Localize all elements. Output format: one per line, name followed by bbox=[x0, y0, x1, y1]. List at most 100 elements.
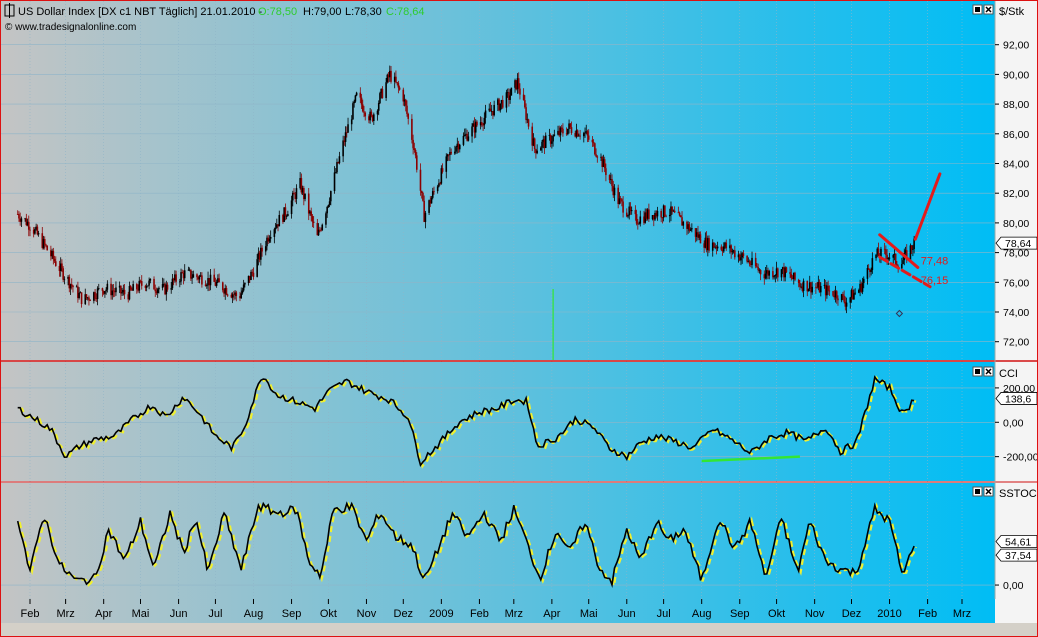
price-trendline bbox=[913, 172, 942, 241]
price-candle-body bbox=[458, 144, 461, 150]
price-candle-body bbox=[585, 131, 588, 133]
price-candle-body bbox=[605, 168, 607, 176]
price-candle-body bbox=[429, 200, 432, 204]
price-candle-body bbox=[411, 118, 413, 140]
price-candle-body bbox=[741, 253, 744, 258]
x-tick-label: Mai bbox=[580, 608, 598, 620]
price-candle-body bbox=[397, 83, 400, 88]
price-candle-body bbox=[747, 261, 750, 263]
price-candle-body bbox=[277, 224, 279, 227]
price-candle-body bbox=[608, 175, 611, 181]
price-candle-body bbox=[342, 140, 344, 157]
price-candle-body bbox=[257, 252, 260, 260]
price-candle-body bbox=[634, 210, 637, 215]
price-candle-body bbox=[86, 297, 89, 299]
price-candle-body bbox=[278, 215, 281, 227]
price-candle-body bbox=[483, 117, 486, 126]
gridlines bbox=[1, 1, 995, 599]
price-candle-body bbox=[380, 88, 382, 94]
price-candle-body bbox=[414, 149, 417, 156]
price-candle-body bbox=[26, 221, 29, 226]
price-candle-body bbox=[174, 274, 176, 281]
price-candle-body bbox=[63, 278, 66, 280]
price-candle-body bbox=[601, 156, 604, 167]
price-candle-body bbox=[307, 193, 310, 214]
price-candle-body bbox=[558, 130, 561, 136]
price-candle-body bbox=[584, 132, 586, 134]
cci-y-tick-label: 0,00 bbox=[1003, 417, 1024, 429]
price-candle-body bbox=[27, 221, 30, 230]
price-candle-body bbox=[535, 149, 537, 154]
x-tick-label: Dez bbox=[842, 608, 862, 620]
price-candle-body bbox=[398, 87, 401, 90]
price-candle-body bbox=[352, 103, 354, 120]
price-candle-body bbox=[197, 277, 200, 280]
price-candle-body bbox=[844, 301, 847, 307]
price-candle-body bbox=[101, 288, 104, 291]
price-candle-body bbox=[122, 289, 125, 293]
price-candle-body bbox=[876, 248, 879, 255]
cci-panel-controls[interactable] bbox=[972, 366, 994, 377]
price-candle-body bbox=[18, 214, 20, 219]
price-candle-body bbox=[231, 294, 234, 298]
price-candle-body bbox=[619, 198, 622, 200]
price-candle-body bbox=[519, 88, 521, 95]
price-candle-body bbox=[139, 280, 142, 282]
price-candle-body bbox=[267, 237, 270, 242]
price-trendline bbox=[878, 233, 920, 269]
price-candle-body bbox=[682, 221, 685, 226]
price-candle-body bbox=[732, 250, 735, 252]
price-candle-body bbox=[29, 229, 31, 231]
price-candle-body bbox=[506, 92, 509, 94]
price-candle-body bbox=[273, 229, 276, 237]
price-candle-body bbox=[140, 281, 143, 286]
price-candle-body bbox=[708, 238, 710, 251]
price-candle-body bbox=[654, 212, 656, 220]
cci-divergence-line bbox=[701, 455, 800, 463]
price-candle-body bbox=[214, 281, 217, 286]
price-candle-body bbox=[326, 206, 328, 214]
price-candle-body bbox=[713, 242, 715, 248]
price-candle-body bbox=[77, 286, 79, 299]
price-candle-body bbox=[441, 168, 444, 172]
price-candle-body bbox=[368, 116, 370, 121]
sstoc-last-value-k-box bbox=[995, 535, 1037, 548]
price-candle-body bbox=[670, 206, 672, 215]
price-candle-body bbox=[354, 95, 357, 102]
price-candle-body bbox=[826, 285, 828, 296]
sstoc-last-value-d-box bbox=[995, 548, 1037, 562]
price-candle-body bbox=[454, 151, 456, 154]
price-candle-body bbox=[118, 285, 121, 288]
price-panel-controls[interactable] bbox=[972, 4, 994, 15]
price-candle-body bbox=[230, 294, 233, 298]
price-candle-body bbox=[208, 278, 211, 286]
price-candle-body bbox=[489, 108, 492, 112]
cci-y-tick-label: -200,00 bbox=[1003, 452, 1037, 464]
price-candle-body bbox=[783, 267, 785, 278]
price-candle-body bbox=[797, 279, 800, 284]
price-candle-body bbox=[226, 294, 229, 296]
x-tick-label: Jun bbox=[170, 608, 188, 620]
price-candle-body bbox=[295, 188, 298, 199]
price-candle-body bbox=[37, 233, 40, 235]
price-candle-body bbox=[883, 248, 886, 250]
price-candle-body bbox=[749, 264, 752, 265]
x-tick-label: Jun bbox=[618, 608, 636, 620]
price-candle-body bbox=[350, 119, 353, 125]
price-candle-body bbox=[757, 267, 759, 271]
price-candle-body bbox=[54, 261, 57, 266]
price-candle-body bbox=[268, 238, 271, 242]
price-candle-body bbox=[582, 133, 585, 137]
price-candle-body bbox=[105, 289, 107, 292]
price-candle-body bbox=[153, 278, 155, 290]
price-candle-body bbox=[594, 143, 596, 155]
price-candle-body bbox=[129, 286, 132, 290]
price-candle-body bbox=[869, 269, 871, 272]
price-candle-body bbox=[570, 127, 573, 134]
sstoc-panel-controls[interactable] bbox=[972, 486, 994, 497]
price-candle-body bbox=[285, 216, 288, 217]
price-candle-body bbox=[767, 270, 769, 276]
x-tick-label: Mrz bbox=[953, 608, 971, 620]
price-candle-body bbox=[325, 213, 327, 225]
